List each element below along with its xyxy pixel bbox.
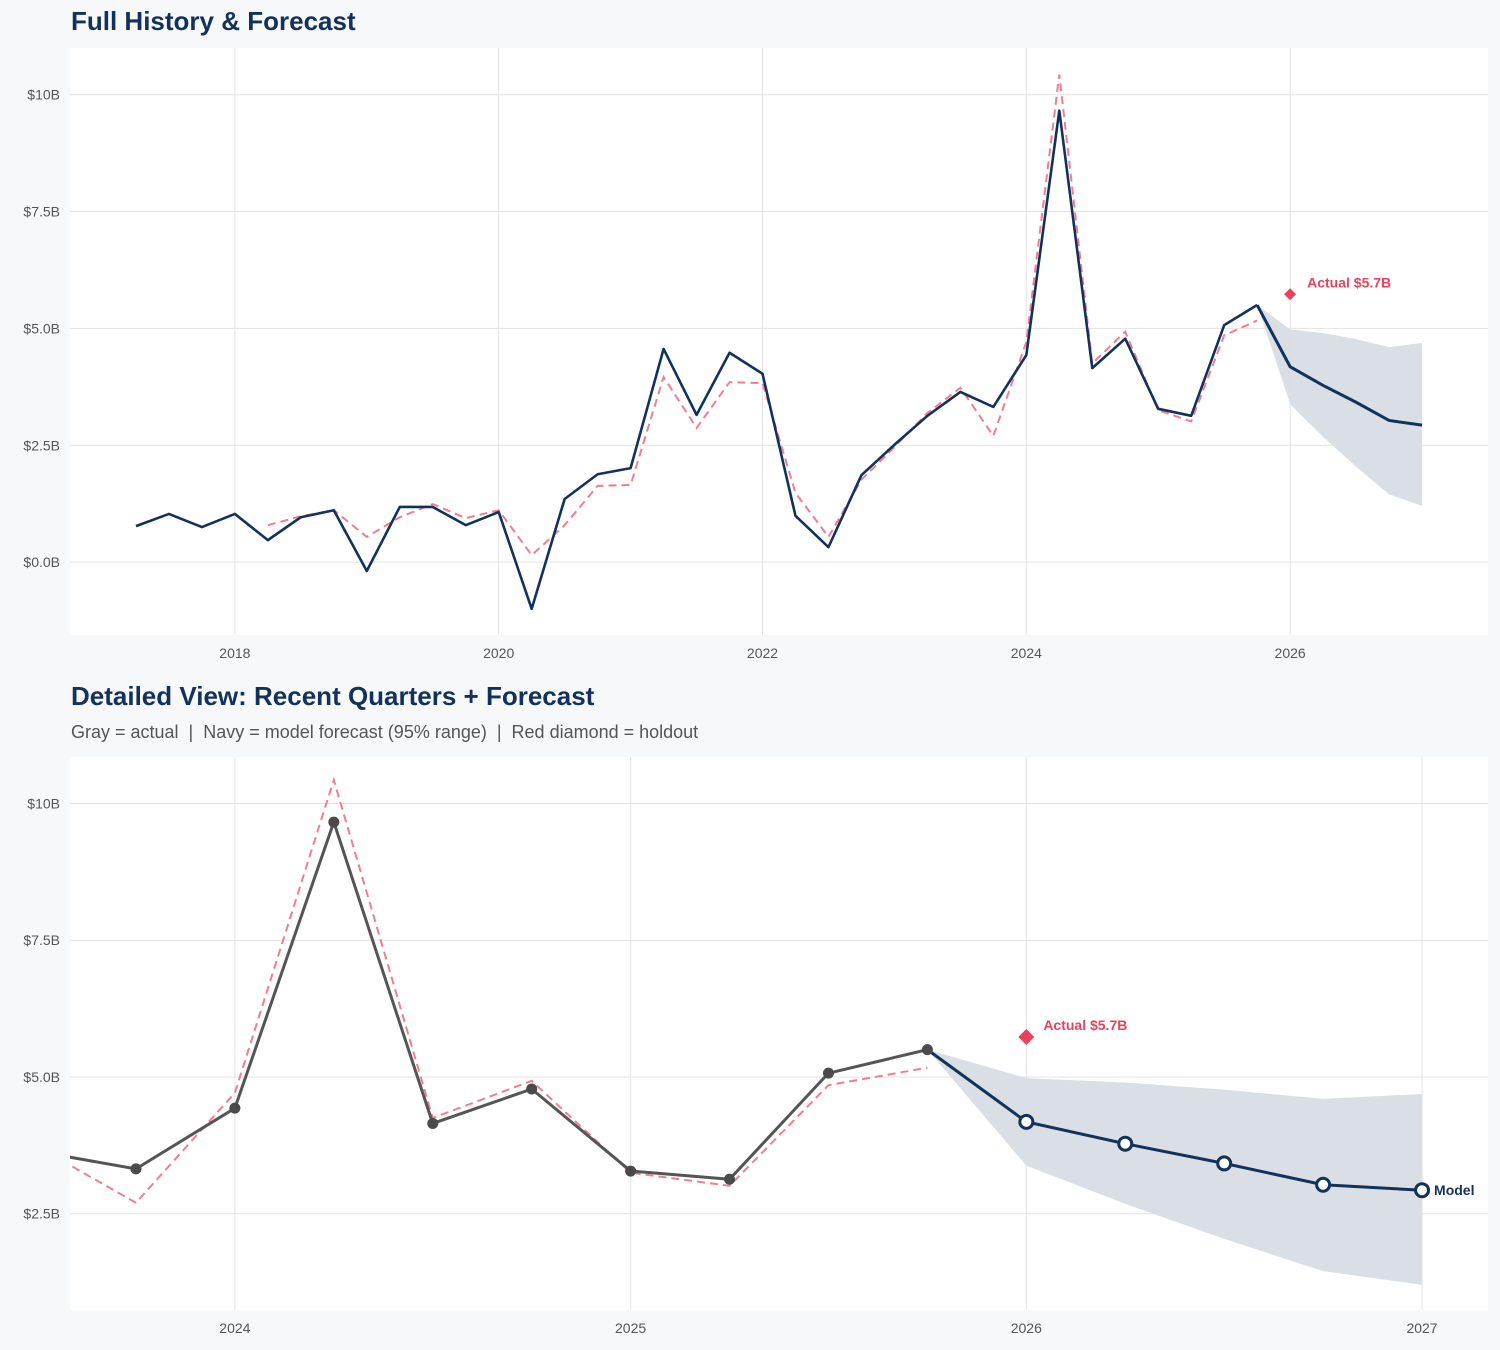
- y-tick-label: $5.0B: [23, 1069, 60, 1085]
- y-tick-label: $7.5B: [23, 204, 60, 220]
- bottom-chart: $2.5B $5.0B $7.5B $10B 2024 2025 2026 2027 Model…: [23, 757, 1488, 1336]
- holdout-label: Actual $5.7B: [1307, 274, 1391, 290]
- forecast-point: [1117, 1135, 1134, 1152]
- series-layer: [135, 74, 1423, 611]
- x-tick-label: 2024: [1011, 645, 1042, 661]
- forecast-point: [1216, 1155, 1233, 1172]
- y-tick-label: $0.0B: [23, 554, 60, 570]
- actual-point: [921, 1044, 933, 1056]
- x-tick-label: 2025: [615, 1320, 646, 1336]
- bottom-chart-subtitle: Gray = actual | Navy = model forecast (9…: [71, 722, 699, 742]
- y-tick-label: $10B: [27, 795, 60, 811]
- y-tick-label: $10B: [27, 87, 60, 103]
- holdout-label: Actual $5.7B: [1043, 1017, 1127, 1033]
- actual-point: [625, 1165, 637, 1177]
- forecast-line: [926, 1048, 1423, 1192]
- x-tick-label: 2022: [747, 645, 778, 661]
- y-tick-label: $2.5B: [23, 437, 60, 453]
- x-tick-label: 2026: [1011, 1320, 1042, 1336]
- forecast-point: [1018, 1113, 1035, 1130]
- forecast-point: [1315, 1176, 1332, 1193]
- actual-point: [526, 1083, 538, 1095]
- actual-line: [70, 820, 928, 1181]
- actual-point: [229, 1102, 241, 1114]
- model-label: Model: [1434, 1182, 1474, 1198]
- y-tick-label: $2.5B: [23, 1206, 60, 1222]
- fitted-line: [267, 74, 1258, 557]
- forecast-interval-band: [1257, 305, 1423, 507]
- forecast-line: [1255, 304, 1423, 427]
- x-tick-label: 2018: [219, 645, 250, 661]
- actual-line: [135, 109, 1258, 611]
- top-chart: $0.0B $2.5B $5.0B $7.5B $10B 2018 2020 2022 2024…: [23, 48, 1488, 661]
- y-tick-label: $5.0B: [23, 320, 60, 336]
- x-tick-label: 2020: [483, 645, 514, 661]
- y-tick-label: $7.5B: [23, 932, 60, 948]
- actual-point: [724, 1173, 736, 1185]
- actual-point: [130, 1163, 142, 1175]
- actual-point: [427, 1117, 439, 1129]
- holdout-diamond: [1018, 1029, 1035, 1046]
- x-tick-label: 2026: [1275, 645, 1306, 661]
- holdout-diamond: [1284, 288, 1297, 301]
- forecast-point: [1414, 1182, 1431, 1199]
- plot-area: [70, 48, 1488, 635]
- bottom-chart-title: Detailed View: Recent Quarters + Forecas…: [71, 681, 595, 711]
- actual-point: [328, 816, 340, 828]
- forecast-interval-band: [927, 1049, 1423, 1285]
- top-chart-title: Full History & Forecast: [71, 6, 356, 36]
- actual-point: [822, 1067, 834, 1079]
- series-layer: [70, 776, 1423, 1285]
- x-tick-label: 2027: [1406, 1320, 1437, 1336]
- x-tick-label: 2024: [219, 1320, 250, 1336]
